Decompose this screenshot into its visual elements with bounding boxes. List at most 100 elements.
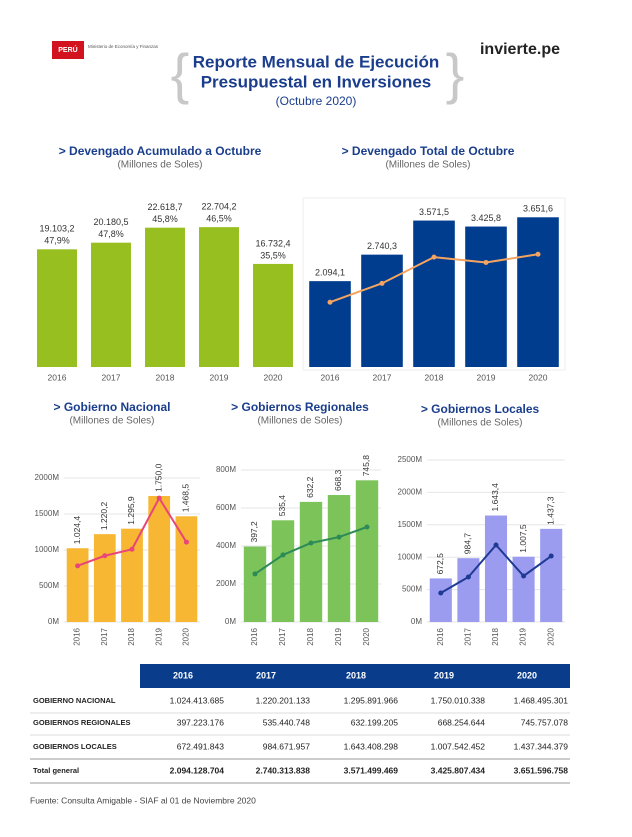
bar (361, 254, 403, 367)
y-tick-label: 800M (216, 465, 236, 474)
percent-label: 47,8% (98, 229, 124, 239)
chart-title: > Gobierno Nacional (53, 400, 170, 414)
bar (121, 528, 143, 622)
x-tick-label: 2016 (48, 372, 67, 382)
line-point (493, 542, 499, 548)
table-cell: 745.757.078 (521, 717, 569, 727)
bar (148, 496, 171, 622)
value-label: 16.732,4 (255, 238, 290, 248)
x-tick-label: 2019 (519, 627, 528, 645)
line-point (102, 553, 108, 559)
y-tick-label: 500M (39, 581, 59, 590)
logo-text: PERÚ (58, 45, 77, 54)
chart-title: > Devengado Total de Octubre (342, 144, 515, 158)
x-tick-label: 2016 (321, 372, 340, 382)
x-tick-label: 2016 (250, 627, 259, 645)
x-tick-label: 2017 (100, 627, 109, 645)
x-tick-label: 2020 (362, 627, 371, 645)
chart-title: > Gobiernos Locales (421, 402, 540, 416)
table-header: 2019 (434, 670, 454, 680)
line-point (465, 574, 471, 580)
y-tick-label: 500M (402, 585, 422, 594)
table-cell: 1.468.495.301 (514, 695, 569, 705)
chart-subtitle: (Millones de Soles) (69, 416, 154, 427)
panel (302, 197, 566, 371)
brace: } (446, 42, 465, 105)
value-label: 984,7 (463, 533, 473, 555)
value-label: 1.295,9 (126, 496, 136, 525)
value-label: 745,8 (361, 455, 371, 477)
bar (413, 220, 455, 367)
line-point (364, 524, 370, 530)
value-label: 672,5 (435, 553, 445, 575)
table-cell: 1.295.891.966 (344, 695, 399, 705)
bar (243, 546, 267, 622)
bar (299, 501, 323, 622)
table-cell: 2.094.128.704 (170, 765, 225, 775)
x-tick-label: 2018 (127, 627, 136, 645)
line-point (336, 534, 342, 540)
bar (199, 227, 239, 367)
value-label: 1.750,0 (153, 463, 163, 492)
table-cell: 397.223.176 (177, 717, 225, 727)
chart-subtitle: (Millones de Soles) (385, 160, 470, 171)
x-tick-label: 2020 (264, 372, 283, 382)
line-point (431, 254, 437, 260)
ministry: Ministerio de Economía y Finanzas (88, 44, 159, 49)
bar (93, 534, 116, 622)
table-cell: 668.254.644 (438, 717, 486, 727)
x-tick-label: 2017 (102, 372, 121, 382)
line-point (75, 563, 81, 569)
bar (253, 263, 293, 367)
brace: { (171, 42, 190, 105)
y-tick-label: 200M (216, 579, 236, 588)
value-label: 535,4 (277, 495, 287, 517)
value-label: 22.704,2 (201, 202, 236, 212)
percent-label: 47,9% (44, 236, 70, 246)
table-cell: 3.425.807.434 (431, 765, 486, 775)
value-label: 20.180,5 (93, 217, 128, 227)
bar (271, 520, 295, 622)
y-tick-label: 1000M (398, 552, 423, 561)
line-point (548, 553, 554, 559)
y-tick-label: 0M (48, 617, 59, 626)
value-label: 668,3 (333, 469, 343, 491)
bar (66, 548, 89, 622)
x-tick-label: 2018 (491, 627, 500, 645)
value-label: 1.220,2 (99, 502, 109, 531)
percent-label: 35,5% (260, 250, 286, 260)
bar (540, 528, 563, 622)
line-point (252, 571, 258, 577)
y-tick-label: 400M (216, 541, 236, 550)
line-point (156, 495, 162, 501)
chart-title: > Devengado Acumulado a Octubre (59, 144, 262, 158)
x-tick-label: 2016 (436, 627, 445, 645)
row-label: GOBIERNOS LOCALES (33, 742, 117, 751)
table-cell: 984.671.957 (263, 741, 311, 751)
value-label: 3.425,8 (471, 213, 501, 223)
chart-subtitle: (Millones de Soles) (437, 418, 522, 429)
value-label: 1.024,4 (72, 516, 82, 545)
line-point (327, 299, 333, 305)
y-tick-label: 1500M (35, 509, 60, 518)
line-point (483, 259, 489, 265)
line-point (379, 280, 385, 286)
title-line: Reporte Mensual de Ejecución (193, 52, 440, 71)
bar (517, 217, 559, 367)
table-cell: 3.571.499.469 (344, 765, 399, 775)
y-tick-label: 1000M (35, 545, 60, 554)
table-cell: 632.199.205 (351, 717, 399, 727)
line-point (521, 573, 527, 579)
table-cell: 1.750.010.338 (431, 695, 486, 705)
value-label: 1.437,3 (545, 496, 555, 525)
source: Fuente: Consulta Amigable - SIAF al 01 d… (30, 795, 256, 805)
title-line: Presupuestal en Inversiones (201, 72, 432, 91)
percent-label: 46,5% (206, 214, 232, 224)
x-tick-label: 2016 (73, 627, 82, 645)
line-point (308, 540, 314, 546)
value-label: 1.468,5 (181, 484, 191, 513)
line-point (183, 539, 189, 545)
bar (457, 558, 480, 622)
table-cell: 1.437.344.379 (514, 741, 569, 751)
